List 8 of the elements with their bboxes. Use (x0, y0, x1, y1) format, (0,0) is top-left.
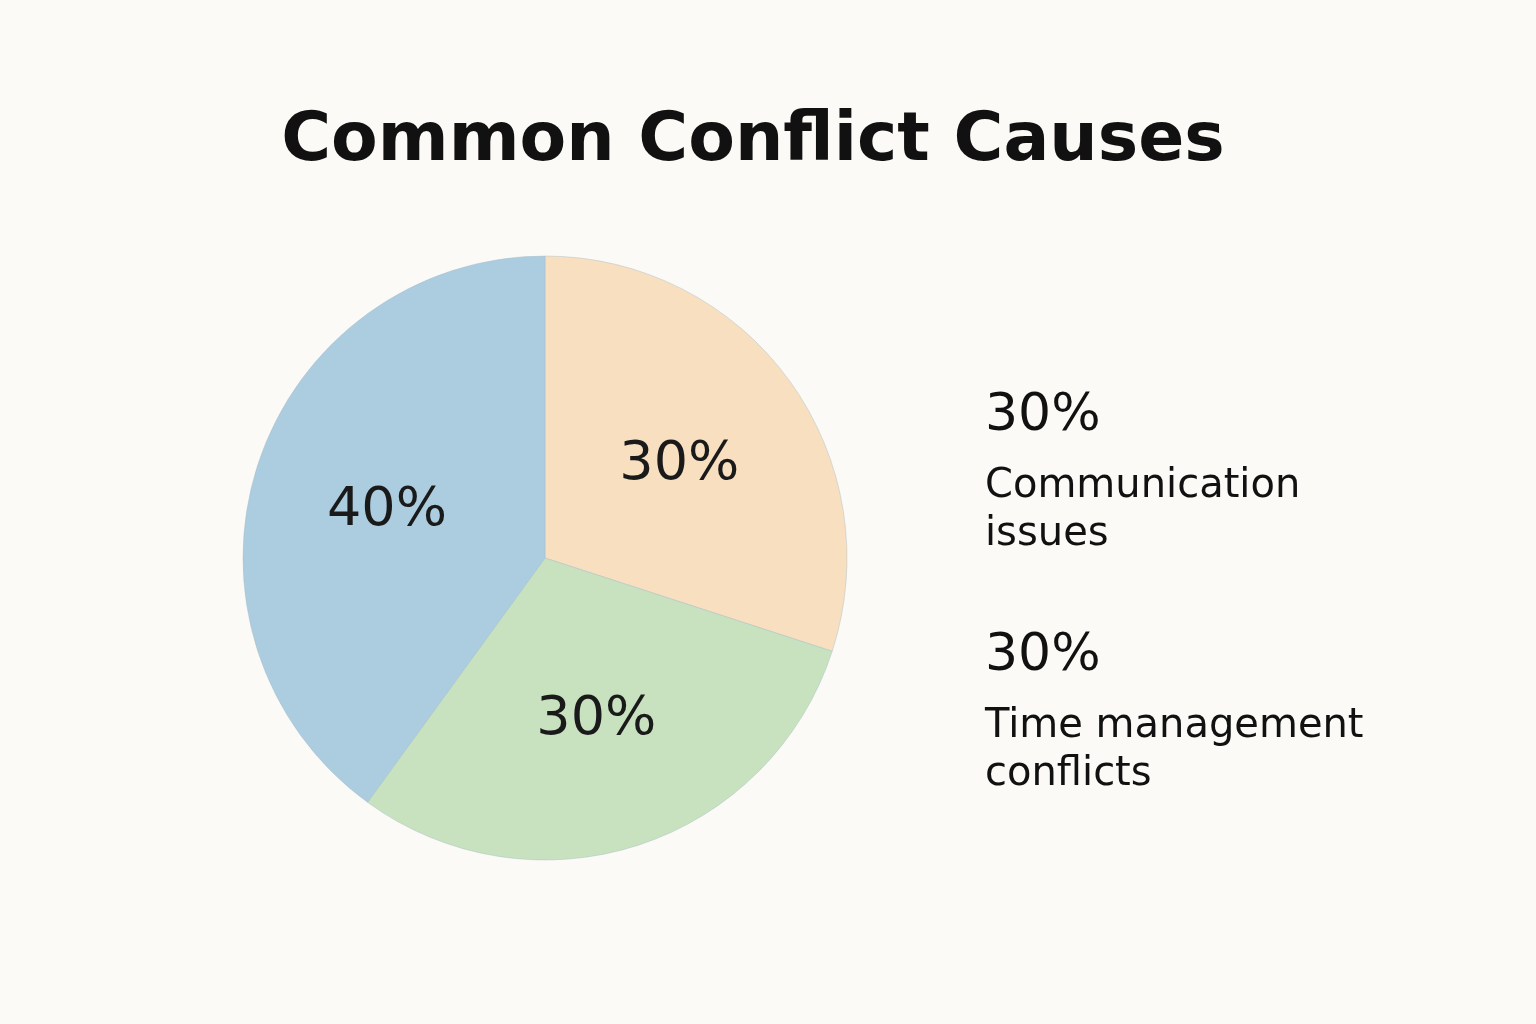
slice-label: Communication issues (985, 460, 1301, 554)
data-label: 30% (619, 428, 740, 492)
text: 30% (985, 622, 1101, 682)
data-label: 40% (327, 475, 448, 539)
data-label: 30% (536, 684, 657, 748)
text: 30% (985, 382, 1101, 442)
chart-title: Common Conflict Causes (281, 97, 1225, 176)
slice-label: Time management conflicts (984, 700, 1364, 794)
